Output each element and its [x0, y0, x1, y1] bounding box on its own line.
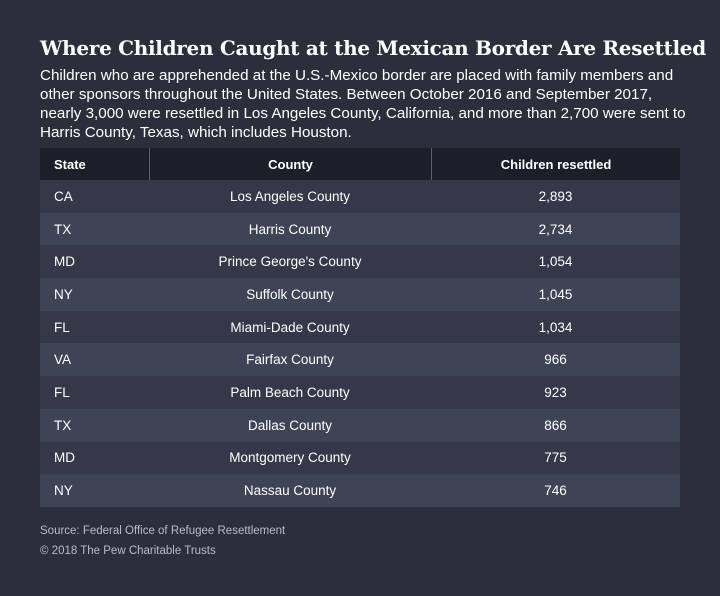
cell-county: Los Angeles County: [229, 188, 351, 204]
cell-children-resettled: 775: [544, 450, 567, 466]
table-row: NY Nassau County 746: [40, 474, 680, 507]
cell-state: TX: [54, 221, 72, 237]
table-row: VA Fairfax County 966: [40, 343, 680, 377]
cell-state: MD: [54, 450, 75, 466]
cell-county: Harris County: [248, 221, 332, 237]
cell-children-resettled: 923: [544, 384, 567, 400]
cell-state: NY: [54, 483, 73, 499]
column-header-children-resettled: Children resettled: [431, 148, 680, 180]
cell-county: Prince George's County: [218, 254, 362, 270]
cell-state: FL: [54, 319, 70, 335]
table-row: MD Montgomery County 775: [40, 441, 680, 475]
table-header: State County Children resettled: [40, 148, 680, 180]
cell-children-resettled: 1,045: [538, 286, 573, 302]
copyright-note: © 2018 The Pew Charitable Trusts: [40, 545, 216, 557]
chart-subtitle: Children who are apprehended at the U.S.…: [40, 67, 686, 141]
cell-children-resettled: 1,034: [538, 319, 573, 335]
table-row: FL Miami-Dade County 1,034: [40, 310, 680, 344]
table-row: FL Palm Beach County 923: [40, 376, 680, 409]
table-row: NY Suffolk County 1,045: [40, 278, 680, 311]
resettlement-table: State County Children resettled CA Los An…: [40, 148, 680, 507]
cell-county: Palm Beach County: [230, 384, 350, 400]
cell-state: TX: [54, 417, 72, 433]
chart-title: Where Children Caught at the Mexican Bor…: [40, 36, 706, 60]
source-note: Source: Federal Office of Refugee Resett…: [40, 525, 286, 537]
cell-state: NY: [54, 286, 73, 302]
table-row: TX Dallas County 866: [40, 408, 680, 442]
column-header-state: State: [54, 156, 86, 172]
cell-state: FL: [54, 384, 70, 400]
cell-children-resettled: 2,734: [538, 221, 573, 237]
cell-children-resettled: 1,054: [538, 254, 573, 270]
cell-state: CA: [54, 188, 73, 204]
cell-children-resettled: 746: [544, 483, 567, 499]
cell-county: Fairfax County: [246, 352, 334, 368]
cell-children-resettled: 2,893: [538, 188, 573, 204]
cell-county: Suffolk County: [246, 286, 334, 302]
table-row: CA Los Angeles County 2,893: [40, 180, 680, 213]
cell-county: Dallas County: [247, 417, 333, 433]
table-row: TX Harris County 2,734: [40, 212, 680, 246]
cell-county: Nassau County: [243, 483, 337, 499]
column-header-county: County: [149, 148, 431, 180]
cell-state: MD: [54, 254, 75, 270]
cell-county: Miami-Dade County: [230, 319, 350, 335]
cell-state: VA: [54, 352, 72, 368]
table-body: CA Los Angeles County 2,893 TX Harris County…: [40, 180, 680, 507]
cell-children-resettled: 966: [544, 352, 567, 368]
cell-children-resettled: 866: [544, 417, 567, 433]
table-row: MD Prince George's County 1,054: [40, 245, 680, 279]
cell-county: Montgomery County: [229, 450, 351, 466]
